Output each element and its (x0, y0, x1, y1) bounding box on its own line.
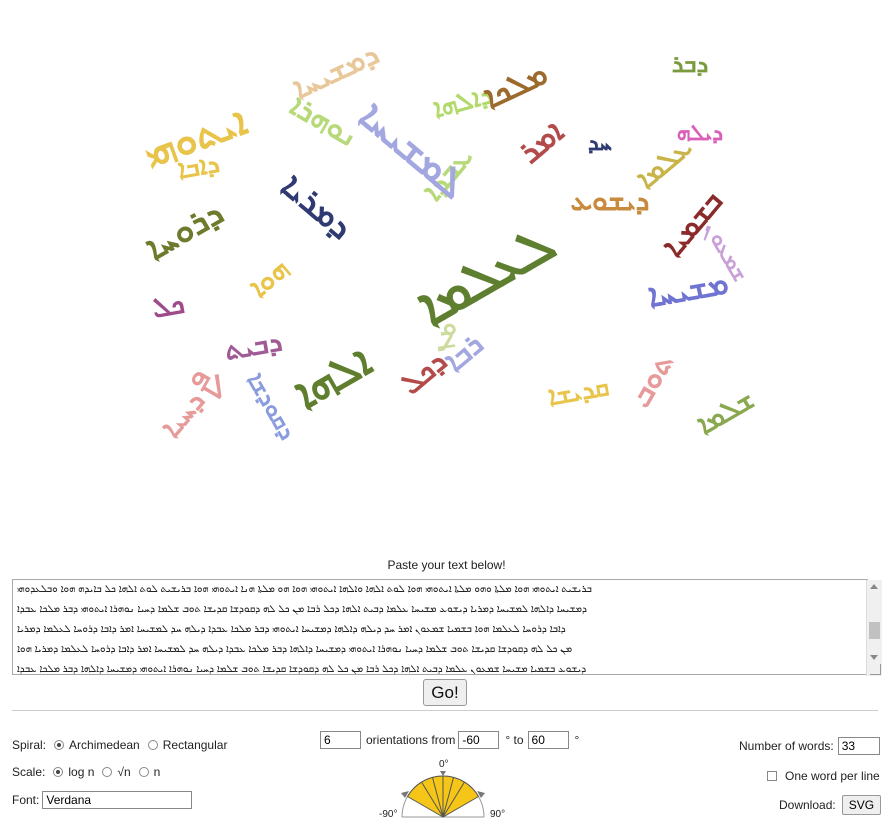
cloud-word: ܐܠܗܐ (285, 335, 380, 419)
spiral-label: Spiral: (12, 738, 47, 752)
text-line: ܡܢ ܟܠ ܠܗ ܕܩܘܕܫܐ ܩܕܝܫܐ ܬܘܒ ܫܠܡܐ ܕܚܝܐ ܢܘܗܪ… (17, 644, 573, 655)
orientations-from-label: orientations from (366, 733, 456, 747)
text-line: ܒܪܝܫܝܬ ܐܝܬܘܗܝ ܗܘܐ ܡܠܬܐ ܘܗܘ ܡܠܬܐ ܐܝܬܘܗܝ ܗ… (17, 584, 592, 595)
scroll-up-arrow-icon[interactable] (870, 584, 878, 589)
text-line: ܕܐܒܐ ܕܪܘܚܐ ܠܥܠܡܐ ܗܘܐ ܒܫܡܝܐ ܫܡܥܘܢ ܐܡܪ ܚܕ … (17, 624, 566, 635)
font-label: Font: (12, 793, 40, 807)
orientations-control: orientations from ° to ° (320, 731, 579, 749)
spiral-rectangular-radio[interactable] (147, 740, 158, 750)
spiral-control: Spiral: Archimedean Rectangular (12, 738, 227, 752)
scale-label: Scale: (12, 765, 46, 779)
font-input[interactable] (42, 791, 193, 809)
orientations-count-input[interactable] (320, 731, 361, 749)
download-control: Download: SVG (779, 795, 882, 815)
cloud-word: ܕܡܪܝܐ (274, 166, 361, 248)
text-line: ܕܡܫܝܚܐ ܕܐܠܗܐ ܠܡܫܝܚܐ ܕܡܪܝܐ ܕܝܫܘܥ ܡܫܝܚܐ ܥܠ… (17, 604, 587, 615)
divider (12, 710, 878, 711)
scale-sqrt-radio[interactable] (102, 767, 113, 777)
cloud-word: ܕܒܝܬ (222, 324, 284, 366)
number-of-words-input[interactable] (837, 737, 880, 755)
angle-to-input[interactable] (527, 731, 569, 749)
scale-sqrt-label[interactable]: √n (117, 765, 131, 779)
degree-label: ° (574, 733, 580, 747)
scale-log-radio[interactable] (53, 767, 64, 777)
cloud-word: ܠܥܠܡܐ (406, 210, 565, 338)
cloud-word: ܕܐܒܐ (175, 149, 222, 186)
text-line: ܕܝܫܘܥ ܒܫܡܝܐ ܡܫܝܚܐ ܫܡܥܘܢ ܥܠܡܐ ܕܒܝܬ ܐܠܗܐ ܕ… (17, 664, 587, 675)
one-word-per-line-label[interactable]: One word per line (785, 769, 880, 783)
spiral-archimedean-label[interactable]: Archimedean (69, 738, 140, 752)
cloud-word: ܢܘܗܪܐ (284, 88, 365, 155)
text-area-scrollbar[interactable] (866, 580, 882, 676)
dial-sector-icon[interactable] (406, 775, 480, 818)
text-input-area[interactable]: ܒܪܝܫܝܬ ܐܝܬܘܗܝ ܗܘܐ ܡܠܬܐ ܘܗܘ ܡܠܬܐ ܐܝܬܘܗܝ ܗ… (12, 579, 868, 675)
cloud-word: ܕܝܫܘܥ (571, 184, 650, 217)
number-of-words-control: Number of words: (739, 737, 880, 755)
cloud-word: ܚܕ (588, 131, 612, 156)
scale-linear-label[interactable]: n (153, 765, 161, 779)
scroll-thumb[interactable] (869, 622, 880, 639)
degree-to-label: ° to (505, 733, 524, 747)
cloud-word: ܫܠܡܐ (691, 382, 760, 441)
download-label: Download: (779, 798, 836, 812)
cloud-word: ܗܘܐ (242, 252, 295, 304)
cloud-word: ܟܠ (150, 287, 187, 325)
cloud-word: ܕܒܪ (672, 50, 709, 78)
scale-linear-radio[interactable] (138, 767, 149, 777)
scale-log-label[interactable]: log n (68, 765, 95, 779)
one-word-per-line-control: One word per line (767, 769, 880, 783)
dial-top-label: 0° (439, 759, 449, 770)
orientation-dial[interactable]: 0° -90° 90° (368, 757, 518, 821)
cloud-word: ܡܫܝܚܐ (645, 263, 731, 314)
font-control: Font: (12, 791, 193, 809)
spiral-archimedean-radio[interactable] (54, 740, 65, 750)
cloud-word: ܐܡܪ (511, 112, 571, 171)
cloud-word: ܕܝܠܗ (677, 121, 723, 146)
go-button[interactable]: Go! (423, 679, 467, 706)
resize-grip-icon[interactable] (870, 664, 881, 675)
angle-from-input[interactable] (458, 731, 500, 749)
scroll-down-arrow-icon[interactable] (870, 655, 878, 660)
paste-prompt: Paste your text below! (387, 558, 506, 572)
dial-left-label: -90° (379, 809, 398, 820)
download-svg-button[interactable]: SVG (841, 795, 882, 815)
number-of-words-label: Number of words: (739, 739, 834, 753)
cloud-word: ܩܕܝܫܐ (546, 372, 612, 412)
cloud-word: ܡܠܟܐ (477, 54, 553, 116)
spiral-rectangular-label[interactable]: Rectangular (162, 738, 228, 752)
dial-handle-icon[interactable] (401, 771, 485, 798)
one-word-per-line-checkbox[interactable] (767, 771, 777, 781)
cloud-word: ܬܘܒ (623, 347, 681, 413)
cloud-word: ܕܪܘܚܐ (139, 192, 231, 268)
scale-control: Scale: log n √n n (12, 765, 160, 779)
dial-right-label: 90° (490, 809, 506, 820)
